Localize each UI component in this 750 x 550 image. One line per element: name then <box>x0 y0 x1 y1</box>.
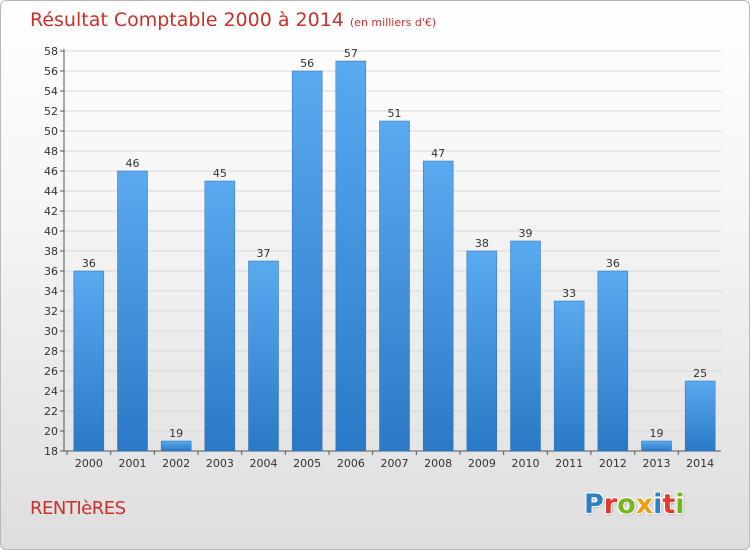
y-tick-label: 52 <box>44 105 58 118</box>
y-tick-label: 42 <box>44 205 58 218</box>
bar <box>422 160 454 452</box>
bar-value-label: 47 <box>431 147 445 160</box>
proxiti-logo[interactable]: Proxiti <box>584 489 685 520</box>
y-tick-label: 54 <box>44 85 58 98</box>
bar <box>466 250 498 452</box>
labels: 36 46 19 45 37 56 57 51 47 38 39 33 36 19 25 <box>82 47 707 440</box>
y-tick-label: 18 <box>44 445 58 458</box>
town-name: RENTIèRES <box>30 498 126 519</box>
bar <box>379 120 410 452</box>
y-tick-label: 40 <box>44 225 58 238</box>
bar-value-label: 38 <box>475 237 489 250</box>
bar <box>510 240 541 452</box>
logo-letter: o <box>617 489 636 520</box>
y-tick-label: 24 <box>44 385 58 398</box>
bar <box>641 440 672 452</box>
x-tick-label: 2009 <box>468 457 496 470</box>
y-tick-label: 56 <box>44 65 58 78</box>
y-tick-label: 44 <box>44 185 58 198</box>
x-tick-label: 2010 <box>512 457 540 470</box>
chart-title: Résultat Comptable 2000 à 2014 (en millie… <box>30 9 436 31</box>
bar-value-label: 39 <box>519 227 533 240</box>
y-tick-label: 22 <box>44 405 58 418</box>
x-tick-label: 2011 <box>555 457 583 470</box>
bar-value-label: 45 <box>213 167 227 180</box>
bar <box>248 260 279 452</box>
logo-letter: i <box>653 489 663 520</box>
x-tick-label: 2014 <box>686 457 714 470</box>
y-tick-label: 32 <box>44 305 58 318</box>
y-tick-label: 36 <box>44 265 58 278</box>
bar-value-label: 37 <box>257 247 271 260</box>
y-tick-label: 34 <box>44 285 58 298</box>
x-tick-label: 2001 <box>119 457 147 470</box>
bar-value-label: 57 <box>344 47 358 60</box>
logo-letter: x <box>635 489 654 520</box>
bar <box>204 180 236 452</box>
bar-value-label: 36 <box>606 257 620 270</box>
logo-letter: P <box>584 489 604 520</box>
y-tick-label: 28 <box>44 345 58 358</box>
x-tick-label: 2012 <box>599 457 627 470</box>
logo-letter: i <box>675 489 685 520</box>
bar-value-label: 36 <box>82 257 96 270</box>
bar <box>117 170 148 452</box>
bar-value-label: 46 <box>126 157 140 170</box>
bar <box>73 270 105 452</box>
bar-value-label: 51 <box>388 107 402 120</box>
bar <box>597 270 629 452</box>
bar-value-label: 33 <box>562 287 576 300</box>
bar <box>553 300 585 452</box>
y-tick-label: 46 <box>44 165 58 178</box>
axes: 18 20 22 24 26 28 30 32 34 36 38 40 42 44 46 48 50 52 54 56… <box>44 45 721 470</box>
x-tick-label: 2006 <box>337 457 365 470</box>
x-tick-label: 2007 <box>381 457 409 470</box>
logo-letter: t <box>662 489 676 520</box>
y-tick-label: 26 <box>44 365 58 378</box>
bar-value-label: 25 <box>693 367 707 380</box>
y-tick-label: 50 <box>44 125 58 138</box>
x-tick-label: 2013 <box>643 457 671 470</box>
logo-letter: r <box>603 489 618 520</box>
x-tick-label: 2005 <box>293 457 321 470</box>
y-tick-label: 58 <box>44 45 58 58</box>
bar <box>160 440 192 452</box>
bar-value-label: 56 <box>300 57 314 70</box>
bar <box>684 380 716 452</box>
x-tick-label: 2004 <box>250 457 278 470</box>
x-tick-label: 2003 <box>206 457 234 470</box>
bars <box>73 60 716 452</box>
bar-value-label: 19 <box>650 427 664 440</box>
y-tick-label: 20 <box>44 425 58 438</box>
y-tick-label: 30 <box>44 325 58 338</box>
bar <box>291 70 323 452</box>
bar <box>335 60 367 452</box>
x-tick-label: 2000 <box>75 457 103 470</box>
chart-subtitle: (en milliers d'€) <box>349 16 437 29</box>
chart-title-text: Résultat Comptable 2000 à 2014 <box>30 9 344 31</box>
x-tick-label: 2002 <box>162 457 190 470</box>
bar-value-label: 19 <box>169 427 183 440</box>
x-tick-label: 2008 <box>424 457 452 470</box>
y-tick-label: 48 <box>44 145 58 158</box>
y-tick-label: 38 <box>44 245 58 258</box>
